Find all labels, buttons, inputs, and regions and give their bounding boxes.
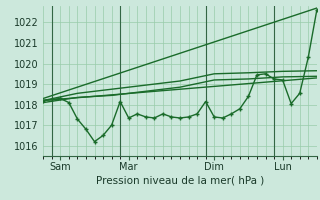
X-axis label: Pression niveau de la mer( hPa ): Pression niveau de la mer( hPa ) [96,176,264,186]
